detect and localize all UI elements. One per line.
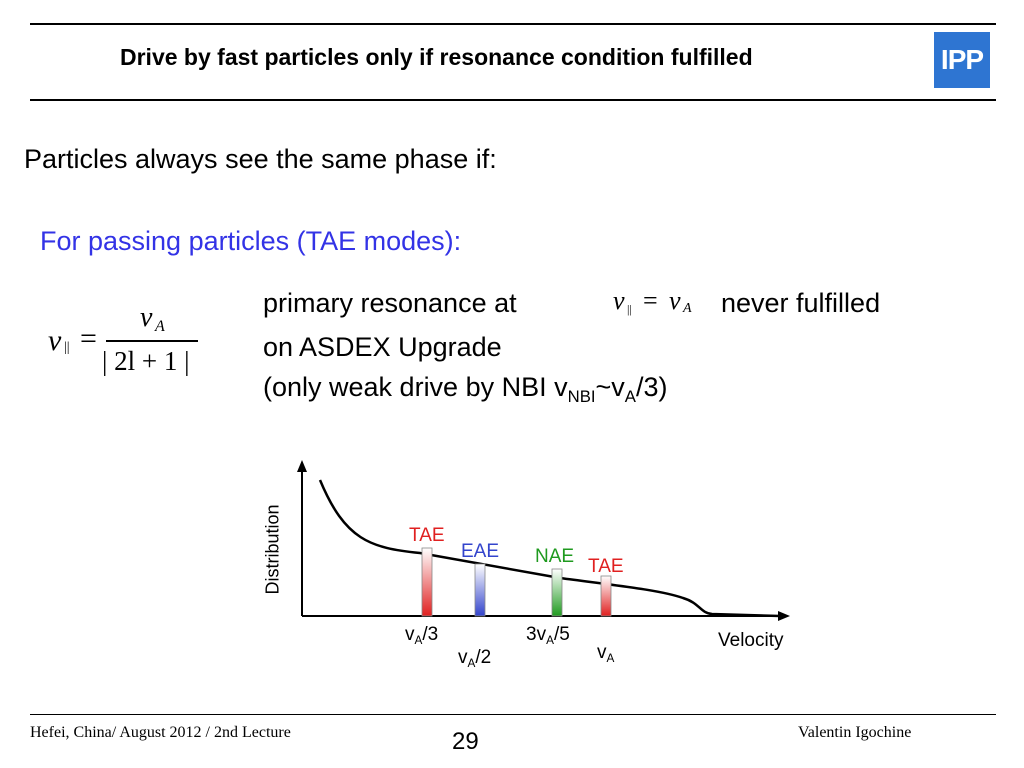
formula-equals: = bbox=[80, 322, 97, 355]
intro-text: Particles always see the same phase if: bbox=[24, 144, 497, 174]
bar-tae-1 bbox=[421, 547, 433, 617]
footer-right: Valentin Igochine bbox=[798, 724, 912, 741]
resonance-eq-equals: = bbox=[643, 286, 658, 315]
footer-rule bbox=[30, 714, 996, 715]
resonance-line3: (only weak drive by NBI vNBI~vA/3) bbox=[263, 372, 667, 407]
tick-label-3va-5: 3vA/5 bbox=[526, 624, 570, 647]
footer-left: Hefei, China/ August 2012 / 2nd Lecture bbox=[30, 724, 291, 741]
page-number: 29 bbox=[452, 728, 479, 755]
formula-fraction-bar bbox=[106, 340, 198, 342]
resonance-line3-sub1: NBI bbox=[567, 386, 596, 406]
tick-va2-main: v bbox=[458, 647, 468, 668]
bar-label-tae-2: TAE bbox=[588, 556, 624, 577]
formula-lhs-sub: || bbox=[64, 340, 70, 355]
bar-label-eae: EAE bbox=[461, 541, 500, 562]
bar-nae bbox=[551, 568, 563, 617]
resonance-line3-b: ~v bbox=[595, 372, 625, 402]
header-top-rule bbox=[30, 23, 996, 25]
header-bottom-rule bbox=[30, 99, 996, 101]
passing-particles-heading: For passing particles (TAE modes): bbox=[40, 226, 462, 256]
tick-va2-sub: A bbox=[467, 657, 476, 671]
bar-eae bbox=[474, 563, 486, 617]
resonance-formula: v || = v A | 2l + 1 | bbox=[44, 300, 214, 390]
resonance-line1: primary resonance at v || = v A never fu… bbox=[263, 286, 963, 324]
resonance-line3-a: (only weak drive by NBI v bbox=[263, 372, 568, 402]
tick-va3-main: v bbox=[405, 624, 415, 645]
logo-text: IPP bbox=[940, 44, 984, 75]
bar-label-nae: NAE bbox=[535, 546, 575, 567]
tick-label-va: vA bbox=[597, 642, 614, 665]
ipp-logo: IPP bbox=[934, 32, 990, 88]
slide-title: Drive by fast particles only if resonanc… bbox=[120, 44, 753, 70]
y-axis-arrow bbox=[297, 460, 307, 472]
bar-label-tae-1: TAE bbox=[409, 525, 445, 546]
formula-denominator: | 2l + 1 | bbox=[102, 346, 190, 376]
resonance-prefix: primary resonance at bbox=[263, 288, 517, 318]
bar-tae-2 bbox=[600, 575, 612, 617]
tick-va3-sub: A bbox=[414, 634, 423, 648]
tick-3va5-rest: /5 bbox=[553, 624, 570, 645]
tick-3va5-main: 3v bbox=[526, 624, 547, 645]
formula-num-v: v bbox=[140, 302, 153, 333]
resonance-line3-c: /3) bbox=[635, 372, 668, 402]
tick-3va5-sub: A bbox=[546, 634, 554, 648]
x-axis-arrow bbox=[778, 611, 790, 621]
resonance-eq-rhs-v: v bbox=[669, 286, 681, 315]
formula-lhs-v: v bbox=[48, 324, 62, 357]
y-axis-label: Distribution bbox=[262, 504, 283, 595]
resonance-line2: on ASDEX Upgrade bbox=[263, 332, 502, 362]
tick-va-sub: A bbox=[606, 652, 615, 666]
resonance-eq-rhs-sub: A bbox=[683, 301, 692, 316]
tick-va3-rest: /3 bbox=[422, 624, 439, 645]
resonance-eq-sub: || bbox=[627, 302, 632, 316]
formula-num-sub: A bbox=[155, 318, 165, 335]
resonance-line3-sub2: A bbox=[624, 386, 636, 406]
resonance-eq-v: v bbox=[613, 286, 625, 315]
tick-label-va-3: vA/3 bbox=[405, 624, 438, 647]
tick-label-va-2: vA/2 bbox=[458, 647, 491, 670]
resonance-suffix: never fulfilled bbox=[721, 288, 881, 318]
tick-va2-rest: /2 bbox=[475, 647, 492, 668]
tick-va-main: v bbox=[597, 642, 607, 663]
x-axis-label: Velocity bbox=[718, 630, 784, 651]
